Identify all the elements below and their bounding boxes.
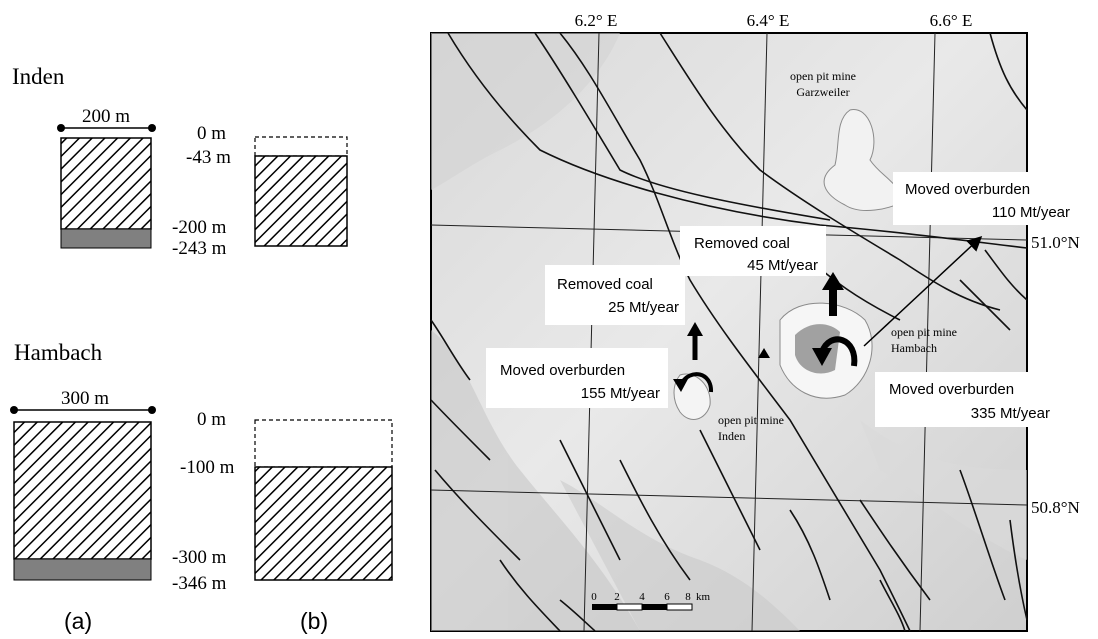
hambach-removed-outline-b [254, 419, 393, 468]
inden-section: Inden 200 m 0 m -43 m -200 m -243 m [12, 64, 348, 259]
inden-coal-seam-a [60, 228, 152, 249]
callout-text-line2: 155 Mt/year [581, 385, 660, 402]
callout-inden-overburden: Moved overburden 155 Mt/year [486, 348, 668, 408]
mine-label-garzweiler-line2: Garzweiler [796, 85, 849, 99]
scale-tick-4: 4 [639, 591, 645, 603]
mine-label-hambach-line1: open pit mine [891, 325, 957, 339]
hambach-dimension-dot-right [148, 406, 156, 414]
panel-label-b: (b) [300, 608, 328, 634]
overburden-arrow-inden [673, 372, 714, 393]
callout-hambach-coal: Removed coal 45 Mt/year [680, 226, 826, 276]
scale-unit: km [696, 591, 711, 603]
inden-width-label: 200 m [82, 106, 130, 127]
inden-depth-243: -243 m [172, 238, 227, 259]
panel-label-a: (a) [64, 608, 92, 634]
inden-dimension-dot-left [57, 124, 65, 132]
callout-hambach-overburden: Moved overburden 335 Mt/year [875, 372, 1057, 427]
lon-label-6-4: 6.4° E [747, 11, 790, 30]
inden-depth-43: -43 m [186, 147, 231, 168]
lon-label-6-2: 6.2° E [575, 11, 618, 30]
mine-label-hambach-line2: Hambach [891, 341, 937, 355]
mine-label-inden-line2: Inden [718, 429, 745, 443]
mine-label-garzweiler-line1: open pit mine [790, 69, 856, 83]
mine-label-inden-line1: open pit mine [718, 413, 784, 427]
hambach-depth-0: 0 m [197, 409, 226, 430]
terrain-shading [431, 33, 1027, 631]
inden-title: Inden [12, 64, 65, 89]
inden-depth-0: 0 m [197, 123, 226, 144]
hambach-dimension-dot-left [10, 406, 18, 414]
callout-text-line2: 335 Mt/year [971, 405, 1050, 422]
callout-text-line1: Moved overburden [500, 362, 625, 379]
inden-overburden-column-a [60, 137, 152, 230]
callout-text-line2: 110 Mt/year [992, 204, 1070, 221]
hambach-coal-seam-a [13, 558, 152, 581]
scale-tick-8: 8 [685, 591, 691, 603]
callout-inden-coal: Removed coal 25 Mt/year [545, 265, 685, 325]
callout-text-line2: 25 Mt/year [608, 299, 679, 316]
location-triangle-marker [758, 348, 770, 358]
overburden-transfer-arrow [863, 235, 983, 347]
hambach-title: Hambach [14, 340, 103, 365]
inden-depth-200: -200 m [172, 217, 227, 238]
hambach-section: Hambach 300 m 0 m -100 m -300 m -346 m [10, 340, 393, 594]
inden-dimension-dot-right [148, 124, 156, 132]
hambach-depth-100: -100 m [180, 457, 235, 478]
callout-text-line1: Moved overburden [905, 181, 1030, 198]
hambach-depth-346: -346 m [172, 573, 227, 594]
lon-label-6-6: 6.6° E [930, 11, 973, 30]
lat-label-50-8: 50.8°N [1031, 498, 1080, 517]
hambach-overburden-column-a [13, 421, 152, 560]
callout-garzweiler-overburden: Moved overburden 110 Mt/year [893, 172, 1077, 225]
callout-text-line2: 45 Mt/year [747, 257, 818, 274]
scale-tick-6: 6 [664, 591, 670, 603]
overburden-arrow-hambach [812, 336, 858, 367]
callout-text-line1: Moved overburden [889, 381, 1014, 398]
hambach-depth-300: -300 m [172, 547, 227, 568]
scale-tick-0: 0 [591, 591, 597, 603]
coal-arrow-inden [687, 322, 703, 360]
callout-text-line1: Removed coal [694, 235, 790, 252]
hambach-remaining-column-b [254, 466, 393, 581]
scale-tick-2: 2 [614, 591, 620, 603]
inden-remaining-column-b [254, 155, 348, 247]
inden-removed-outline-b [254, 136, 348, 157]
lat-label-51-0: 51.0°N [1031, 233, 1080, 252]
relief-map: open pit mine Garzweiler open pit mine H… [430, 32, 1077, 632]
garzweiler-pit [823, 109, 906, 211]
scale-bar: 0 2 4 6 8 km [591, 591, 711, 611]
hambach-width-label: 300 m [61, 388, 109, 409]
callout-text-line1: Removed coal [557, 276, 653, 293]
coal-arrow-hambach [822, 272, 844, 316]
